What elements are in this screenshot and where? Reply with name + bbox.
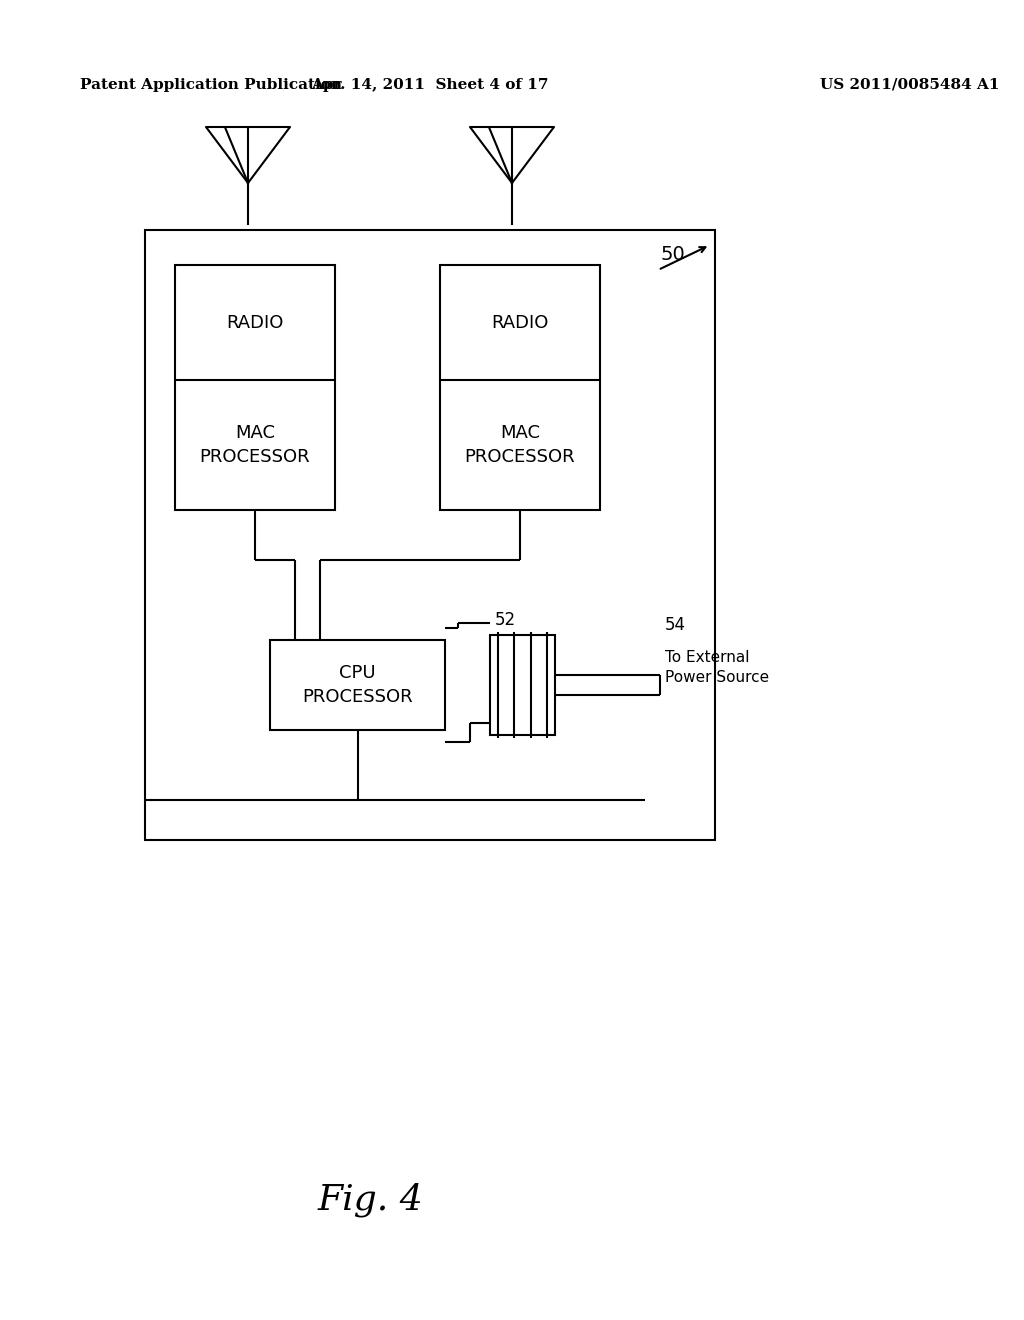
Text: 54: 54 <box>665 616 686 634</box>
Text: Apr. 14, 2011  Sheet 4 of 17: Apr. 14, 2011 Sheet 4 of 17 <box>311 78 549 92</box>
Bar <box>490 635 555 735</box>
Text: Patent Application Publication: Patent Application Publication <box>80 78 342 92</box>
Text: 50: 50 <box>660 246 685 264</box>
Text: MAC
PROCESSOR: MAC PROCESSOR <box>465 424 575 466</box>
Bar <box>270 640 445 730</box>
Bar <box>440 265 600 510</box>
Text: US 2011/0085484 A1: US 2011/0085484 A1 <box>820 78 999 92</box>
Bar <box>175 265 335 510</box>
Text: MAC
PROCESSOR: MAC PROCESSOR <box>200 424 310 466</box>
Text: CPU
PROCESSOR: CPU PROCESSOR <box>302 664 413 706</box>
Bar <box>145 230 715 840</box>
Text: RADIO: RADIO <box>226 314 284 331</box>
Text: 52: 52 <box>495 611 516 630</box>
Text: Fig. 4: Fig. 4 <box>317 1183 423 1217</box>
Text: RADIO: RADIO <box>492 314 549 331</box>
Text: To External
Power Source: To External Power Source <box>665 649 769 685</box>
